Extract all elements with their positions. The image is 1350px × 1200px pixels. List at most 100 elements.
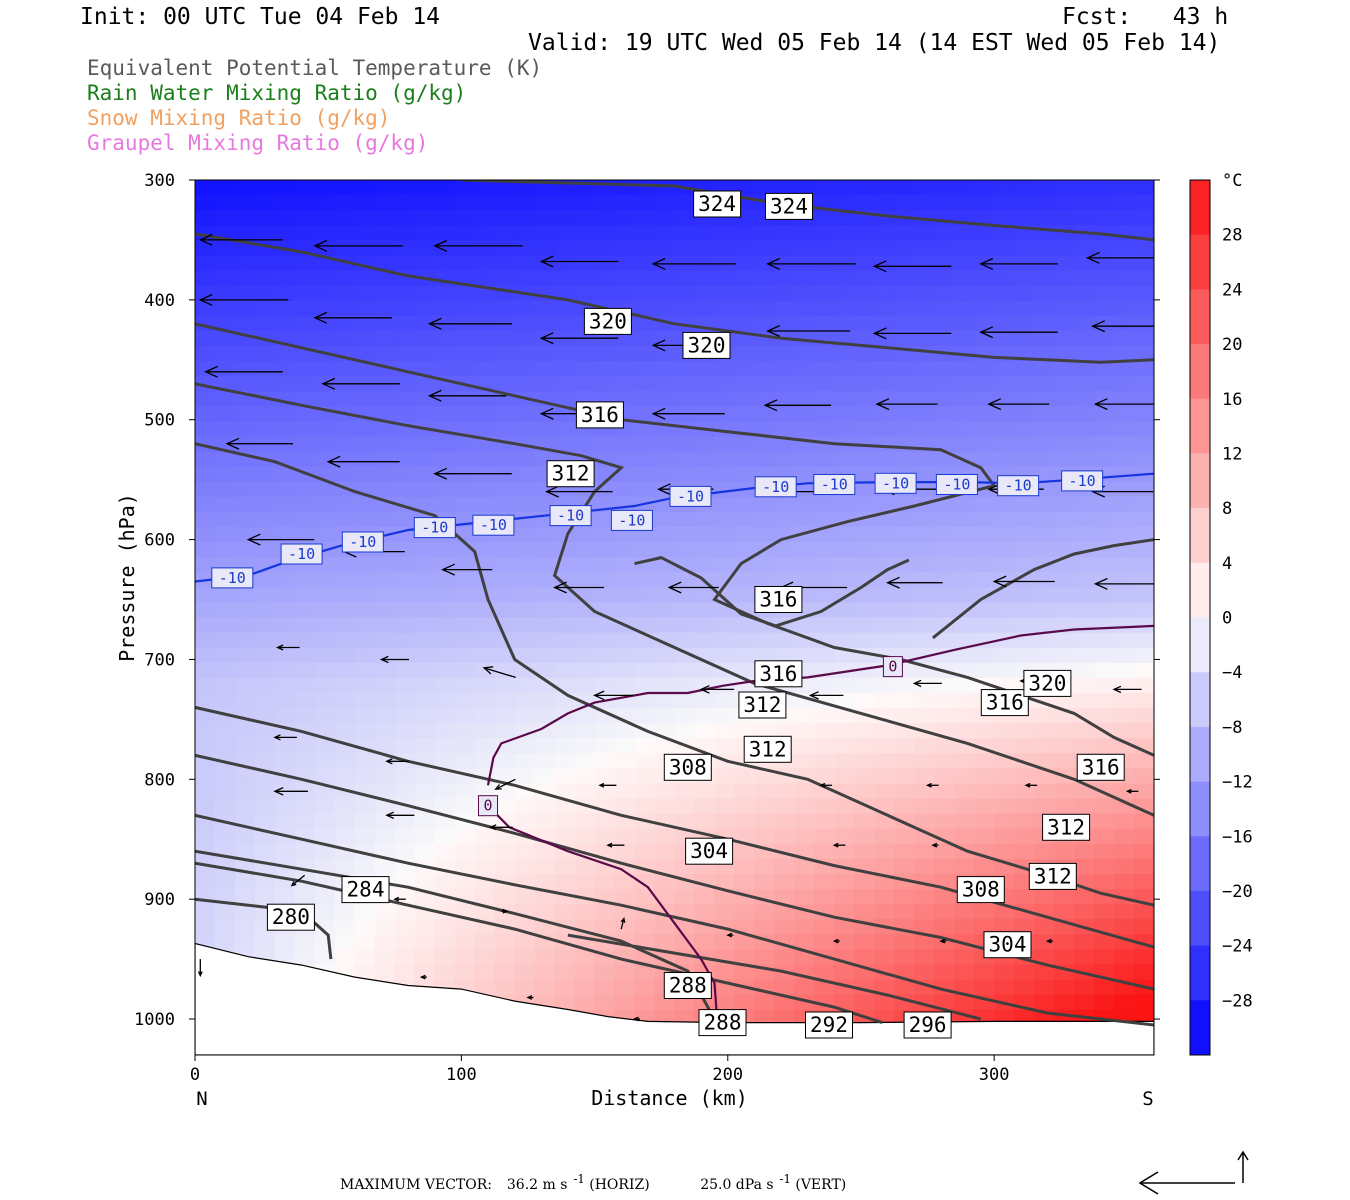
temperature-cell	[1134, 692, 1154, 709]
temperature-cell	[734, 315, 755, 332]
wind-vector	[313, 311, 392, 324]
temperature-cell	[554, 858, 576, 875]
temperature-cell	[854, 632, 875, 649]
temperature-cell	[374, 723, 396, 739]
temperature-cell	[274, 361, 296, 377]
temperature-cell	[874, 421, 895, 438]
temperature-cell	[594, 225, 616, 241]
temperature-cell	[394, 843, 416, 860]
temperature-cell	[954, 225, 975, 241]
temperature-cell	[454, 557, 476, 573]
temperature-cell	[1074, 557, 1095, 573]
temperature-cell	[215, 904, 236, 920]
theta-e-label: 320	[688, 333, 726, 357]
temperature-cell	[254, 285, 276, 302]
temperature-cell	[1054, 436, 1075, 453]
temperature-cell	[1114, 813, 1135, 830]
temperature-cell	[994, 979, 1015, 996]
temperature-cell	[934, 451, 955, 468]
wind-vector	[326, 455, 400, 468]
temperature-cell	[874, 753, 895, 769]
wind-vector	[427, 389, 507, 402]
isotherm-label-box	[341, 531, 384, 553]
theta-e-label: 296	[909, 1013, 947, 1037]
temperature-cell	[494, 949, 516, 966]
temperature-cell	[614, 210, 636, 226]
temperature-cell	[1074, 858, 1095, 875]
temperature-cell	[1094, 828, 1115, 845]
temperature-cell	[354, 753, 376, 769]
temperature-cell	[195, 451, 216, 468]
temperature-cell	[754, 255, 775, 272]
temperature-cell	[634, 874, 656, 890]
temperature-cell	[494, 934, 516, 950]
wind-vector	[441, 563, 493, 576]
temperature-cell	[1094, 451, 1115, 468]
temperature-cell	[674, 813, 696, 830]
wind-vector-head	[313, 239, 328, 252]
temperature-cell	[1074, 436, 1095, 453]
temperature-cell	[574, 225, 596, 241]
temperature-cell	[394, 738, 416, 754]
temperature-cell	[354, 466, 376, 483]
wind-vector-head	[766, 325, 780, 337]
temperature-cell	[714, 225, 736, 241]
temperature-cell	[654, 602, 676, 619]
temperature-cell	[434, 874, 456, 890]
temperature-cell	[334, 708, 356, 724]
temperature-cell	[894, 753, 915, 769]
temperature-cell	[874, 768, 895, 785]
temperature-cell	[274, 798, 296, 815]
temperature-cell	[934, 542, 955, 558]
temperature-cell	[834, 889, 855, 905]
temperature-cell	[954, 406, 975, 422]
temperature-cell	[634, 421, 656, 438]
temperature-cell	[414, 919, 436, 935]
temperature-cell	[754, 768, 775, 785]
temperature-cell	[1014, 406, 1035, 422]
temperature-cell	[215, 180, 236, 196]
wind-vectors	[197, 233, 1154, 1022]
temperature-cell	[794, 783, 815, 800]
theta-e-label: 320	[589, 309, 627, 333]
temperature-cell	[314, 934, 336, 950]
temperature-cell	[514, 496, 536, 513]
temperature-cell	[614, 572, 636, 588]
wind-vector	[246, 533, 315, 546]
temperature-cell	[954, 255, 975, 272]
temperature-cell	[514, 406, 536, 422]
temperature-cell	[674, 587, 696, 603]
temperature-cell	[854, 270, 875, 287]
temperature-cell	[514, 964, 536, 981]
temperature-cell	[754, 828, 775, 845]
temperature-cell	[874, 934, 895, 950]
isotherm-label: -10	[762, 478, 789, 496]
wind-vector-head	[246, 533, 261, 546]
temperature-cell	[414, 572, 436, 588]
temperature-cell	[294, 738, 316, 754]
temperature-cell	[954, 557, 975, 573]
temperature-cell	[314, 768, 336, 785]
wind-vector-head	[987, 483, 1002, 496]
temperature-cell	[414, 647, 436, 664]
temperature-cell	[414, 542, 436, 558]
temperature-cell	[834, 617, 855, 634]
temperature-cell	[434, 255, 456, 272]
temperature-cell	[674, 376, 696, 392]
temperature-cell	[614, 753, 636, 769]
temperature-cell	[434, 692, 456, 709]
temperature-cell	[334, 436, 356, 453]
temperature-cell	[894, 511, 915, 528]
temperature-cell	[854, 361, 875, 377]
temperature-cell	[994, 240, 1015, 256]
temperature-cell	[1014, 300, 1035, 317]
temperature-cell	[254, 753, 276, 769]
temperature-cell	[594, 527, 616, 543]
wind-vector-head	[987, 398, 1002, 411]
wind-vector-head	[433, 467, 448, 480]
temperature-cell	[414, 225, 436, 241]
temperature-cell	[574, 753, 596, 769]
theta-e-label: 312	[743, 693, 781, 717]
wind-vector-head	[290, 881, 297, 887]
temperature-cell	[754, 270, 775, 287]
